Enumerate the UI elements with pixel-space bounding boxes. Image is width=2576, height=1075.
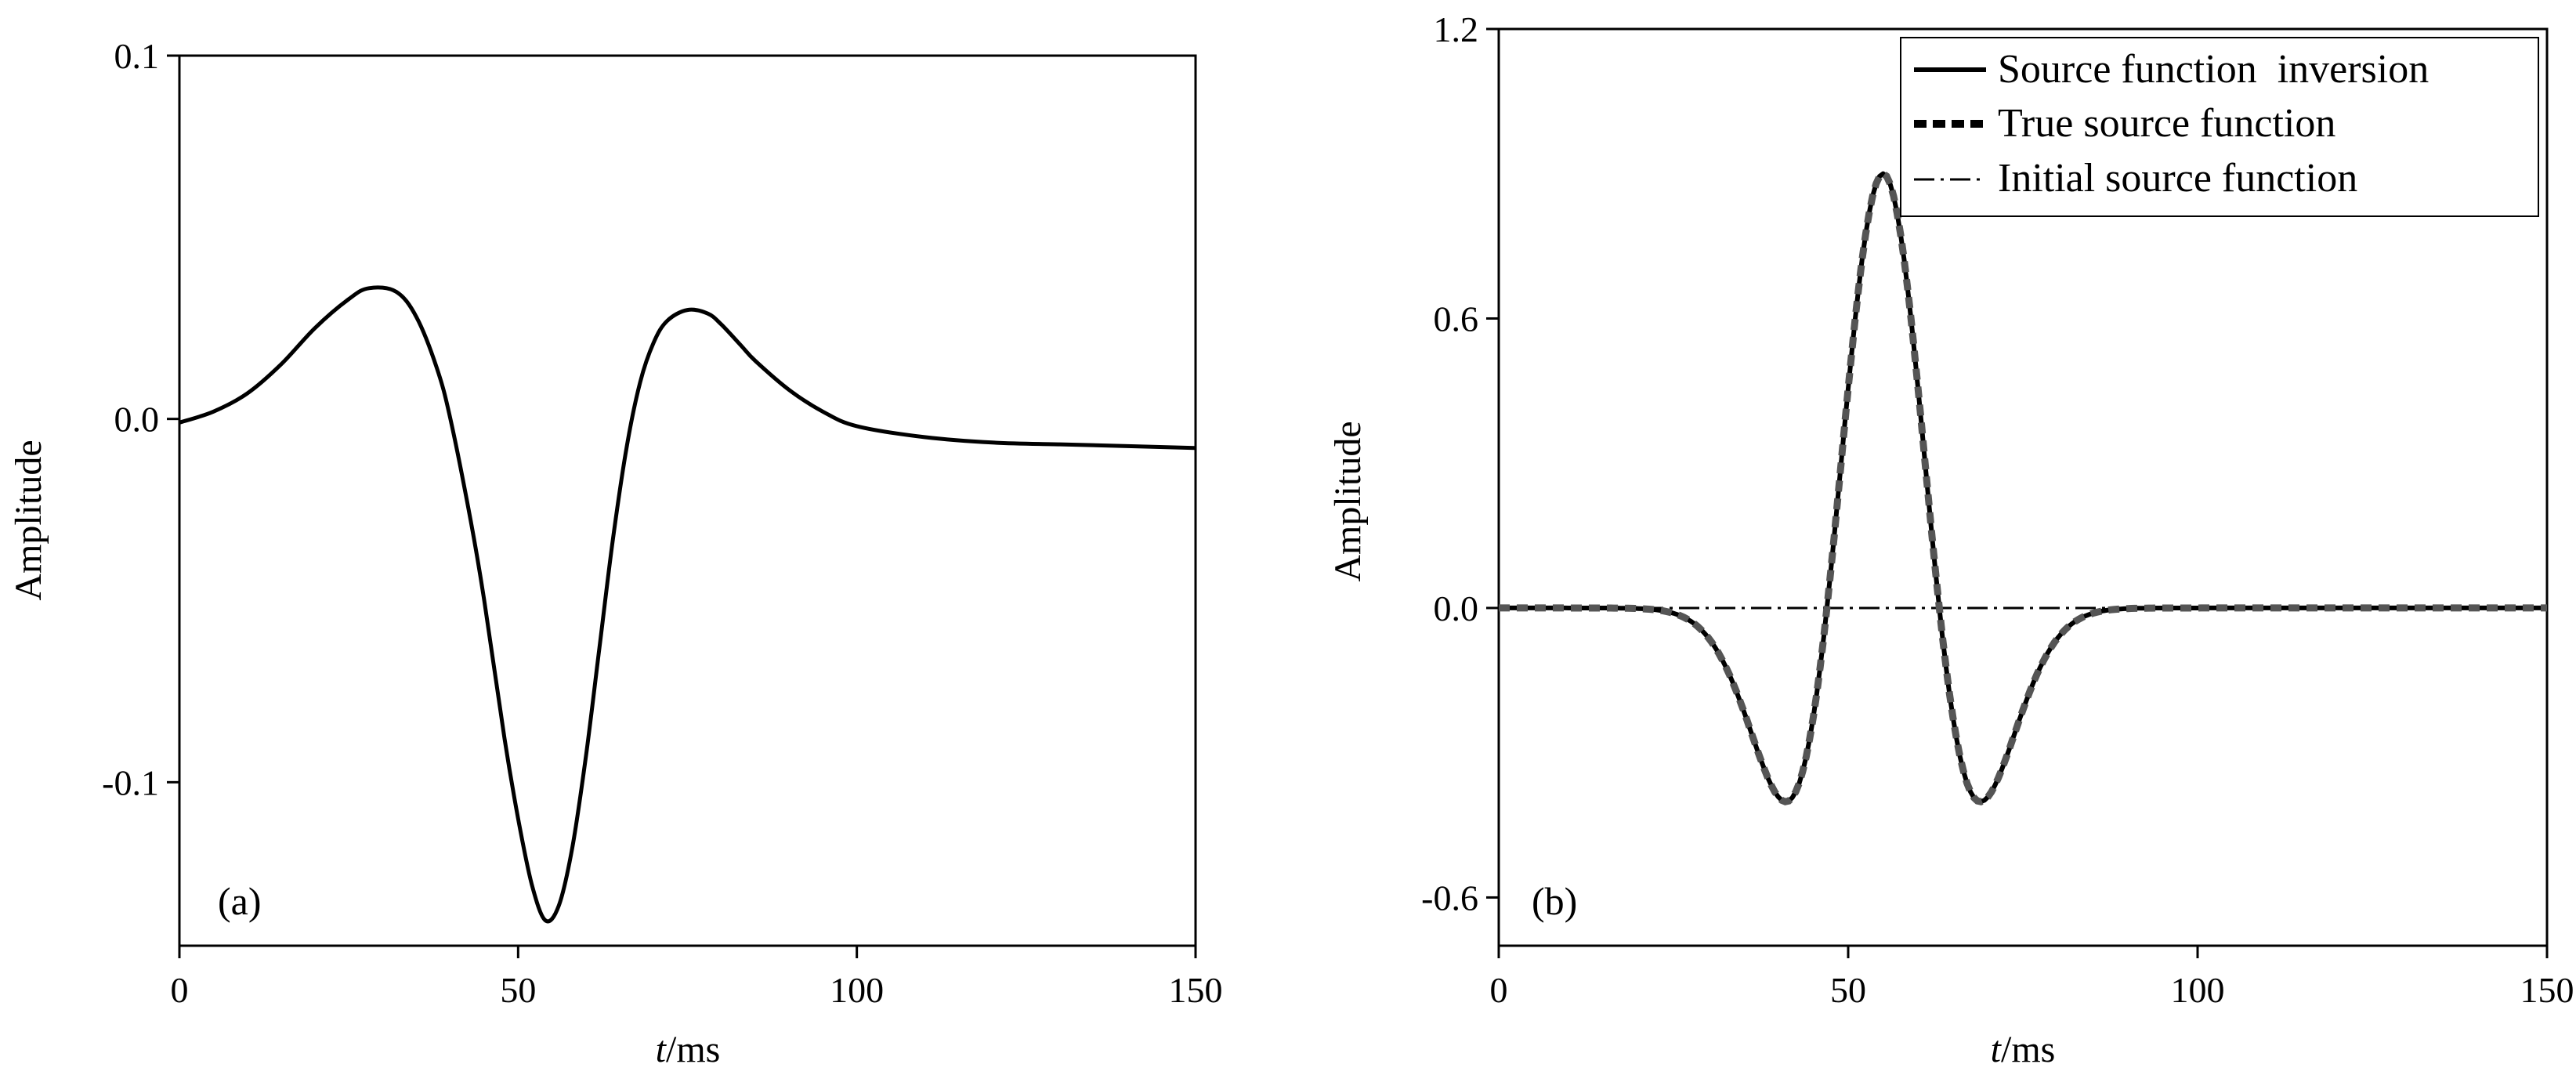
- y-ticks-a: 0.1 0.0 -0.1: [102, 36, 179, 802]
- legend-label-true-source: True source function: [1998, 101, 2335, 146]
- y-tick-label-b: -0.6: [1421, 878, 1478, 918]
- y-tick-label-b: 1.2: [1434, 9, 1479, 49]
- x-axis-label-a: t/ms: [656, 1029, 721, 1070]
- panel-label-a: (a): [218, 879, 262, 923]
- y-tick-label-b: 0.6: [1434, 299, 1479, 338]
- x-ticks-a: 0 50 100 150: [171, 946, 1223, 1010]
- legend: Source function inversion True source fu…: [1900, 37, 2539, 217]
- series-line-true-source: [1499, 169, 2547, 805]
- y-axis-label-b: Amplitude: [1327, 421, 1369, 581]
- plot-frame-b: [1497, 27, 2549, 947]
- x-axis-label-b: t/ms: [1991, 1029, 2056, 1070]
- y-axis-label-a: Amplitude: [8, 440, 49, 600]
- chart-panel-b: 1.2 0.6 0.0 -0.6 0 50 100 150 Amplitude t/ms (…: [1327, 9, 2574, 1070]
- x-tick-label-a: 50: [500, 970, 536, 1010]
- legend-label-initial-source: Initial source function: [1998, 156, 2357, 201]
- panel-label-b: (b): [1532, 879, 1577, 923]
- x-axis-label-variable-a: t: [656, 1029, 668, 1070]
- x-tick-label-a: 150: [1169, 970, 1223, 1010]
- x-tick-label-b: 150: [2520, 970, 2574, 1010]
- y-ticks-b: 1.2 0.6 0.0 -0.6: [1421, 9, 1499, 918]
- y-tick-label-a: -0.1: [102, 762, 159, 802]
- x-tick-label-a: 100: [830, 970, 884, 1010]
- series-line-a: [179, 285, 1196, 924]
- x-ticks-b: 0 50 100 150: [1490, 946, 2574, 1010]
- x-tick-label-b: 0: [1490, 970, 1508, 1010]
- legend-label-source-inversion: Source function inversion: [1998, 47, 2429, 92]
- plot-frame-a: [178, 54, 1197, 947]
- x-tick-label-b: 100: [2171, 970, 2225, 1010]
- x-axis-label-unit-b: /ms: [2001, 1029, 2055, 1070]
- x-axis-label-unit-a: /ms: [666, 1029, 720, 1070]
- chart-panel-a: 0.1 0.0 -0.1 0 50 100 150 Amplitude t/ms (a): [8, 36, 1223, 1070]
- x-axis-label-variable-b: t: [1991, 1029, 2003, 1070]
- legend-box: [1900, 37, 2539, 217]
- x-tick-label-a: 0: [171, 970, 189, 1010]
- y-tick-label-b: 0.0: [1434, 588, 1479, 628]
- y-tick-label-a: 0.1: [114, 36, 160, 76]
- y-tick-label-a: 0.0: [114, 400, 160, 440]
- x-tick-label-b: 50: [1830, 970, 1866, 1010]
